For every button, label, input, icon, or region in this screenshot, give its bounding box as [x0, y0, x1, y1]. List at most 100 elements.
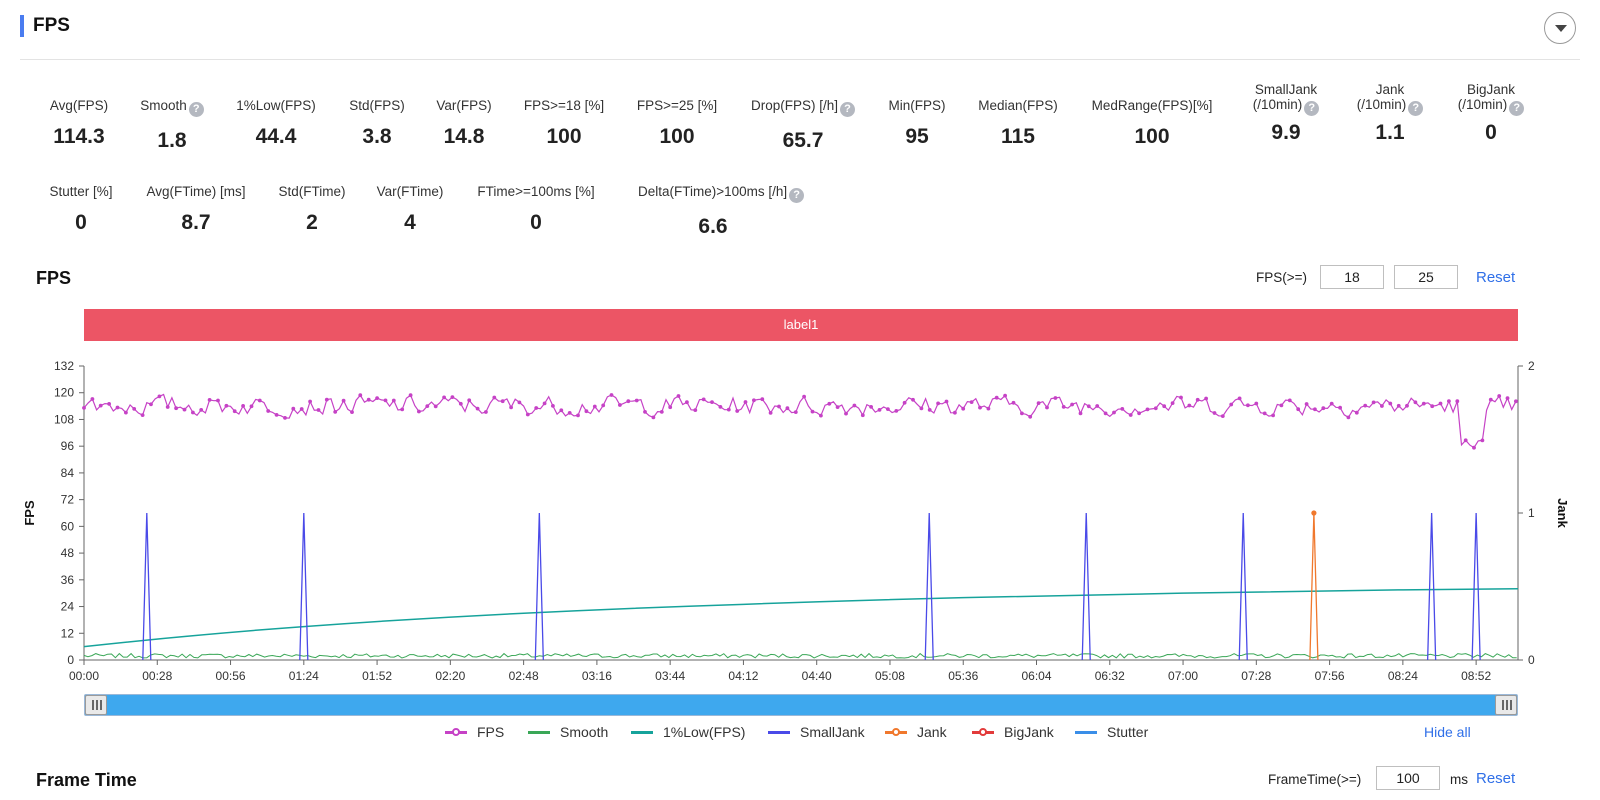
- x-tick-label: 08:52: [1461, 669, 1491, 683]
- time-range-slider[interactable]: [84, 694, 1518, 716]
- slider-handle-right[interactable]: [1495, 695, 1517, 715]
- series-fps-point: [777, 404, 781, 409]
- stat-value: 9.9: [1271, 121, 1301, 144]
- y-tick-label: 36: [61, 573, 75, 587]
- series-fps-point: [132, 407, 137, 411]
- series-fps-point: [525, 412, 530, 417]
- stat-label-text: Avg(FPS): [49, 98, 109, 113]
- stat-label: Std(FPS): [302, 98, 452, 113]
- frametime-threshold-input[interactable]: [1376, 766, 1440, 790]
- series-fps-point: [793, 410, 798, 414]
- legend-item-1-low-fps-[interactable]: 1%Low(FPS): [631, 724, 745, 740]
- series-fps-point: [1128, 413, 1133, 417]
- stat-label: Jank (/10min)?: [1315, 82, 1465, 116]
- stat-stats_row1-5: FPS>=18 [%] 100: [489, 98, 639, 149]
- help-icon[interactable]: ?: [188, 102, 204, 117]
- series-fps-point: [1028, 414, 1033, 419]
- legend-label: Stutter: [1107, 724, 1149, 740]
- label-bar[interactable]: label1: [84, 309, 1518, 341]
- stat-label-text: FTime>=100ms [%]: [477, 184, 595, 199]
- series-fps-point: [1497, 394, 1502, 398]
- series-fps-point: [350, 410, 354, 414]
- series-fps-point: [358, 393, 363, 398]
- series-fps-point: [1447, 399, 1451, 403]
- help-icon[interactable]: ?: [1408, 101, 1424, 116]
- stat-label: FPS>=25 [%]: [602, 98, 752, 113]
- legend-item-bigjank[interactable]: BigJank: [972, 724, 1054, 740]
- series-fps-point: [1371, 400, 1376, 405]
- series-fps-point: [1354, 410, 1359, 415]
- legend-item-smooth[interactable]: Smooth: [528, 724, 608, 740]
- stat-label-text: Std(FPS): [349, 98, 405, 113]
- series-fps-point: [1388, 401, 1393, 406]
- stat-label-text: Delta(FTime)>100ms [/h]: [638, 184, 788, 199]
- series-fps-point: [1086, 404, 1091, 409]
- y-tick-label: 72: [61, 493, 75, 507]
- chevron-down-icon[interactable]: [1544, 12, 1576, 44]
- stat-stats_row1-7: Drop(FPS) [/h]? 65.7: [728, 98, 878, 153]
- stat-value: 3.8: [362, 125, 392, 148]
- series-fps-point: [191, 410, 195, 415]
- hide-all-link[interactable]: Hide all: [1424, 724, 1471, 740]
- series-fps-point: [1246, 403, 1250, 408]
- legend-item-smalljank[interactable]: SmallJank: [768, 724, 865, 740]
- legend-item-fps[interactable]: FPS: [445, 724, 504, 740]
- x-tick-label: 03:44: [655, 669, 685, 683]
- legend-label: BigJank: [1004, 724, 1054, 740]
- series-smooth-line: [83, 652, 1517, 659]
- series-fps-point: [1078, 411, 1083, 416]
- stat-value: 0: [75, 211, 87, 234]
- series-fps-point: [819, 413, 823, 418]
- stat-value: 14.8: [443, 125, 485, 148]
- series-fps-point: [1053, 396, 1058, 400]
- series-fps-point: [827, 401, 832, 406]
- legend-swatch-icon: [768, 728, 790, 736]
- stat-stats_row1-3: Std(FPS) 3.8: [302, 98, 452, 149]
- y2-tick-label: 2: [1528, 359, 1535, 373]
- legend-swatch-icon: [445, 728, 467, 736]
- series-fps-point: [969, 400, 974, 404]
- series-fps-point: [1003, 393, 1007, 398]
- series-fps-point: [400, 407, 405, 412]
- legend-item-jank[interactable]: Jank: [885, 724, 947, 740]
- stat-label-text: Stutter [%]: [49, 184, 113, 199]
- x-tick-label: 06:32: [1095, 669, 1125, 683]
- help-icon[interactable]: ?: [789, 188, 805, 203]
- x-tick-label: 06:04: [1021, 669, 1051, 683]
- series-1pct-low-line: [83, 587, 1519, 648]
- stat-label: BigJank (/10min)?: [1416, 82, 1566, 116]
- series-fps-point: [944, 399, 949, 404]
- fps-reset-link[interactable]: Reset: [1476, 269, 1516, 286]
- stat-stats_row1-6: FPS>=25 [%] 100: [602, 98, 752, 149]
- help-icon[interactable]: ?: [1509, 101, 1525, 116]
- series-jank-spike: [1309, 512, 1319, 661]
- series-fps-point: [408, 393, 413, 398]
- legend-item-stutter[interactable]: Stutter: [1075, 724, 1148, 740]
- stat-label-unit: (/10min): [1252, 97, 1303, 112]
- series-fps-point: [986, 406, 991, 411]
- series-fps-point: [618, 403, 622, 407]
- series-fps-point: [467, 398, 472, 403]
- stat-label: Var(FTime): [335, 184, 485, 199]
- series-fps-point: [1220, 414, 1225, 418]
- stat-label-text: Median(FPS): [978, 98, 1058, 113]
- series-fps-point: [82, 406, 86, 410]
- series-fps-point: [1363, 403, 1368, 408]
- series-fps-point: [417, 409, 421, 414]
- x-tick-label: 05:08: [875, 669, 905, 683]
- series-fps-point: [844, 411, 848, 416]
- stat-label-text: Std(FTime): [278, 184, 346, 199]
- series-fps-point: [1279, 403, 1284, 408]
- stat-label: Var(FPS): [389, 98, 539, 113]
- series-fps-point: [1472, 445, 1476, 450]
- fps-threshold-input-1[interactable]: [1320, 265, 1384, 289]
- help-icon[interactable]: ?: [1304, 101, 1320, 116]
- frametime-reset-link[interactable]: Reset: [1476, 770, 1516, 787]
- fps-threshold-input-2[interactable]: [1394, 265, 1458, 289]
- slider-handle-left[interactable]: [85, 695, 107, 715]
- help-icon[interactable]: ?: [840, 102, 856, 117]
- stat-label-text: BigJank: [1466, 82, 1516, 97]
- series-fps-point: [266, 409, 271, 413]
- series-fps-point: [1455, 399, 1460, 404]
